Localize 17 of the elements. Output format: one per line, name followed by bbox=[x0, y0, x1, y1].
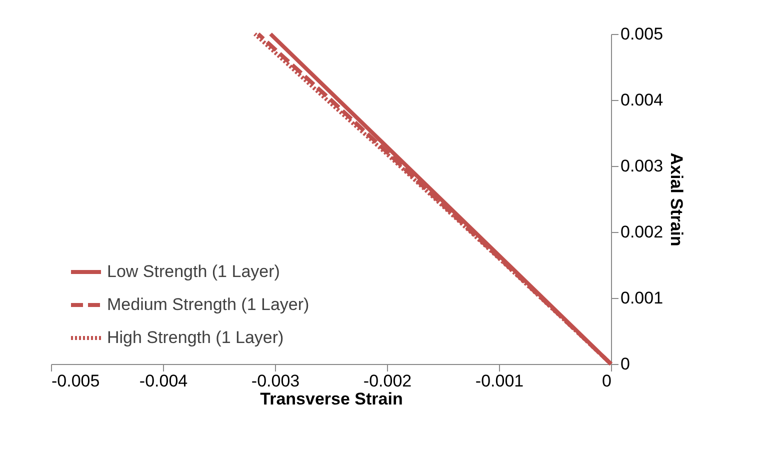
y-tick-label: 0.004 bbox=[620, 90, 664, 110]
legend-label: High Strength (1 Layer) bbox=[107, 328, 284, 347]
x-tick-label: -0.002 bbox=[363, 372, 412, 390]
y-tick-label: 0.001 bbox=[620, 288, 664, 308]
x-tick-label: 0 bbox=[602, 372, 612, 390]
y-tick-label: 0.005 bbox=[620, 24, 664, 44]
y-tick-label: 0 bbox=[620, 354, 630, 374]
legend-label: Low Strength (1 Layer) bbox=[107, 262, 280, 281]
y-axis-title: Axial Strain bbox=[667, 152, 686, 246]
x-tick-label: -0.003 bbox=[251, 372, 300, 390]
legend-label: Medium Strength (1 Layer) bbox=[107, 295, 310, 314]
x-tick-label: -0.004 bbox=[139, 372, 188, 390]
y-tick-label: 0.002 bbox=[620, 222, 664, 242]
x-tick-label: -0.005 bbox=[52, 372, 100, 390]
x-axis-title: Transverse Strain bbox=[260, 390, 403, 408]
x-tick-label: -0.001 bbox=[475, 372, 524, 390]
y-tick-label: 0.003 bbox=[620, 156, 664, 176]
